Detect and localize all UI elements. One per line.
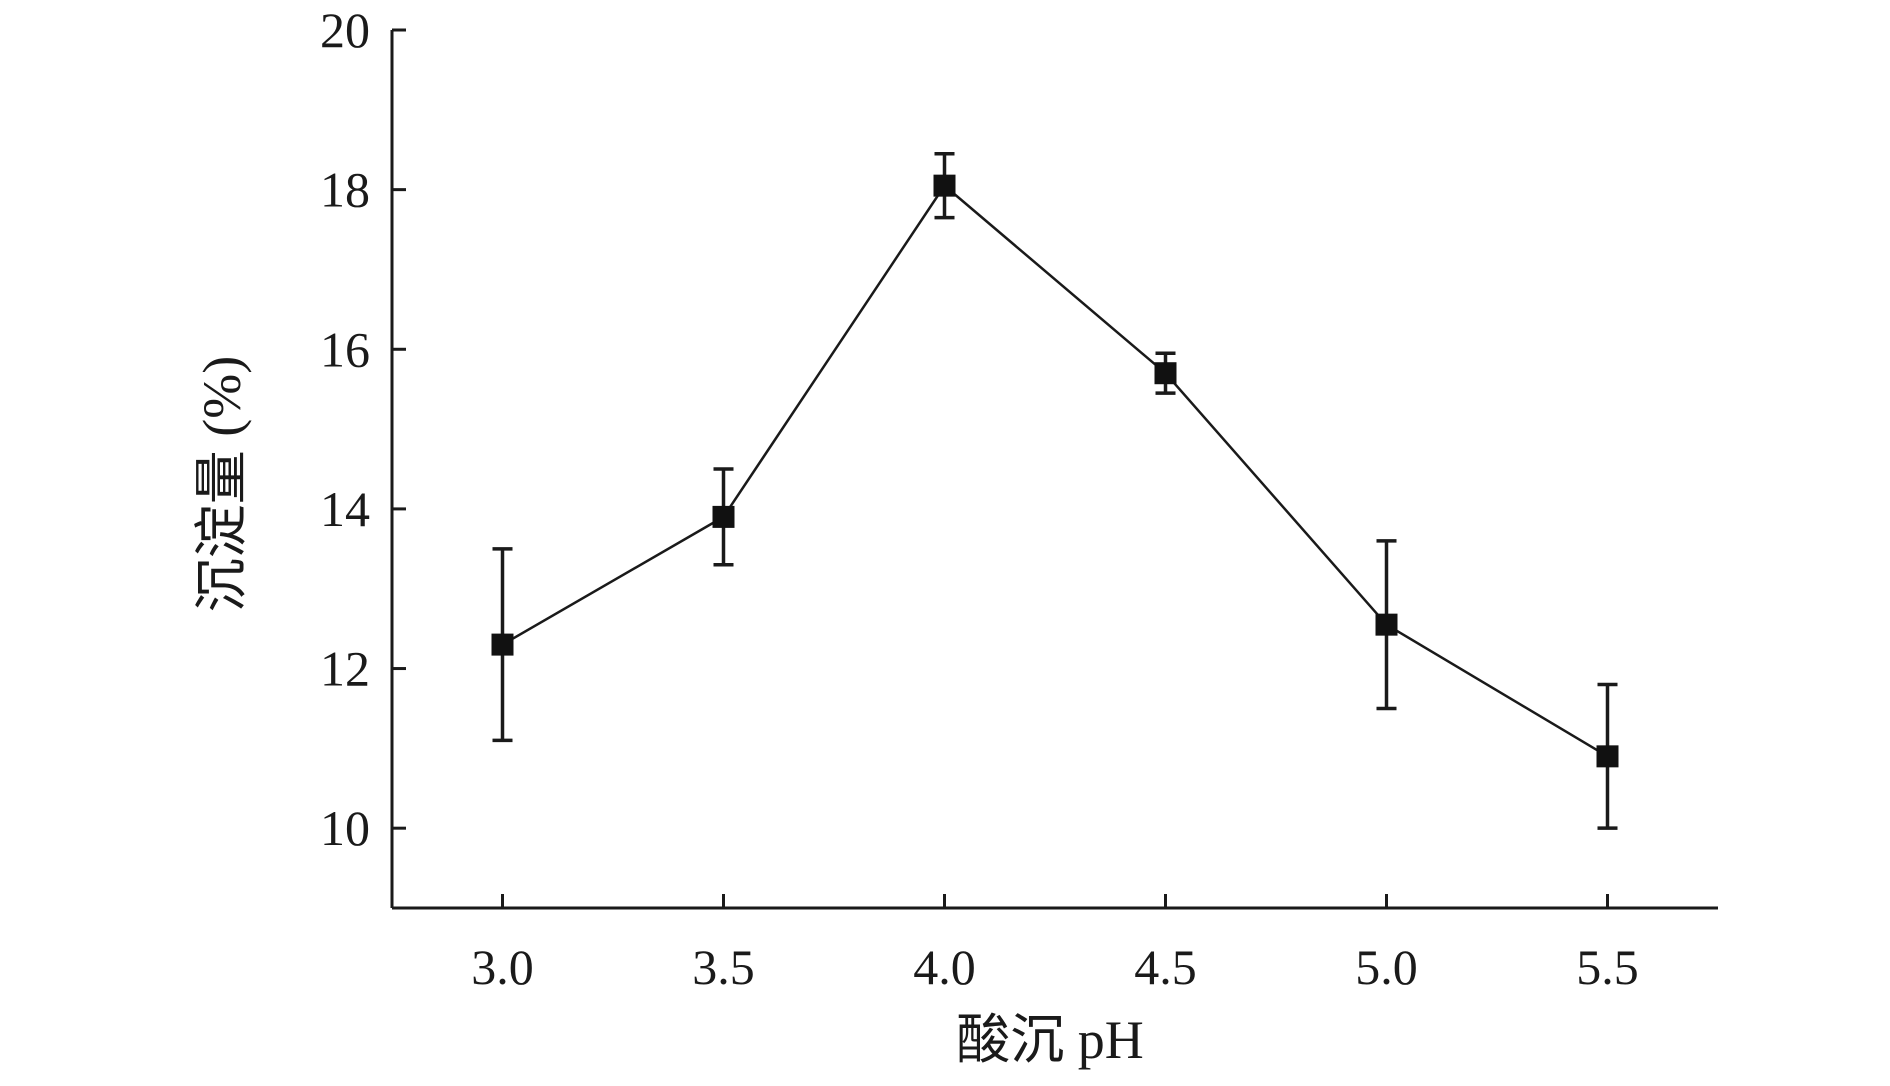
x-tick-label: 3.5 <box>692 939 755 995</box>
y-tick-label: 10 <box>320 800 370 856</box>
y-axis-title: 沉淀量 (%) <box>192 356 252 612</box>
x-tick-label: 4.0 <box>913 939 976 995</box>
series-layer <box>491 151 1619 830</box>
x-ticks: 3.0 3.5 4.0 4.5 5.0 5.5 <box>471 894 1639 995</box>
axes <box>390 30 1718 910</box>
x-tick-label: 3.0 <box>471 939 534 995</box>
x-tick-label: 5.5 <box>1576 939 1639 995</box>
data-point-marker <box>491 633 514 656</box>
data-point-marker <box>1375 613 1398 636</box>
data-point-marker <box>1596 745 1619 768</box>
y-tick-label: 20 <box>320 2 370 58</box>
y-tick-label: 18 <box>320 162 370 218</box>
x-tick-label: 4.5 <box>1134 939 1197 995</box>
data-point-marker <box>933 174 956 197</box>
y-tick-label: 14 <box>320 481 370 537</box>
y-tick-label: 12 <box>320 641 370 697</box>
data-point-marker <box>712 505 735 528</box>
data-point-marker <box>1154 362 1177 385</box>
x-axis-title: 酸沉 pH <box>956 1010 1144 1070</box>
x-tick-label: 5.0 <box>1355 939 1418 995</box>
y-tick-label: 16 <box>320 321 370 377</box>
y-ticks: 10 12 14 16 18 20 <box>320 2 406 856</box>
series-line <box>501 183 1609 758</box>
